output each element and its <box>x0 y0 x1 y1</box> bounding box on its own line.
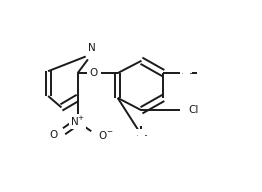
Text: N: N <box>88 43 96 53</box>
Text: $\mathregular{O^{-}}$: $\mathregular{O^{-}}$ <box>98 129 113 141</box>
Text: O: O <box>90 68 98 78</box>
Text: Cl: Cl <box>188 105 199 115</box>
Text: O: O <box>49 130 58 140</box>
Text: —: — <box>181 68 192 78</box>
Text: $\mathregular{N^{+}}$: $\mathregular{N^{+}}$ <box>70 115 85 128</box>
Text: —: — <box>136 130 147 140</box>
